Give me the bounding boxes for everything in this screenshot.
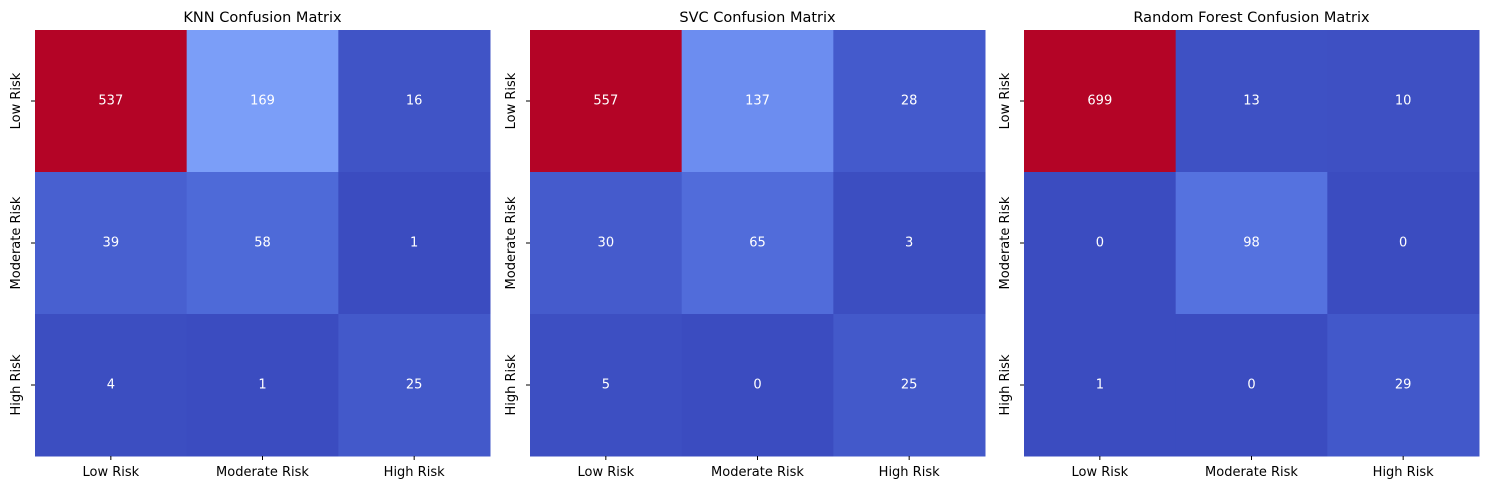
- x-tick-label: Low Risk: [577, 465, 634, 480]
- cell-value-label: 29: [1395, 378, 1412, 393]
- cell-value-label: 5: [602, 378, 610, 393]
- heatmap-panel-2: 557 137 28 30 65 3 5 0 25 SVC Confusion Matrix Low…: [504, 10, 986, 480]
- heatmap-cell: [186, 172, 339, 315]
- cell-value-label: 1: [1096, 378, 1104, 393]
- heatmap-cell: [1327, 30, 1480, 173]
- heatmap-cell: [338, 314, 491, 457]
- cell-value-label: 0: [1247, 378, 1255, 393]
- cell-value-label: 3: [905, 236, 913, 251]
- x-tick-label: Low Risk: [82, 465, 139, 480]
- heatmap-cell: [681, 30, 834, 173]
- heatmap-cell: [833, 314, 986, 457]
- heatmap-cell: [1024, 314, 1177, 457]
- cell-value-label: 169: [250, 94, 275, 109]
- x-tick-label: Moderate Risk: [216, 465, 309, 480]
- y-tick-label: Moderate Risk: [504, 196, 519, 289]
- cell-value-label: 16: [406, 94, 423, 109]
- heatmap-cell: [1327, 172, 1480, 315]
- y-tick-label: High Risk: [504, 354, 519, 415]
- cell-value-label: 557: [593, 94, 618, 109]
- heatmap-panel-1: 537 169 16 39 58 1 4 1 25 KNN Confusion Matrix Low…: [9, 10, 491, 480]
- heatmap-cell: [186, 314, 339, 457]
- cell-value-label: 537: [98, 94, 123, 109]
- cell-value-label: 699: [1087, 94, 1112, 109]
- cell-value-label: 28: [901, 94, 918, 109]
- heatmap-cell: [1327, 314, 1480, 457]
- y-tick-label: Moderate Risk: [998, 196, 1013, 289]
- heatmap-cell: [338, 172, 491, 315]
- heatmap-cell: [35, 172, 188, 315]
- heatmap-cell: [1175, 30, 1328, 173]
- heatmap-cell: [833, 30, 986, 173]
- x-tick-label: High Risk: [879, 465, 940, 480]
- cell-value-label: 4: [107, 378, 115, 393]
- y-tick-label: Moderate Risk: [9, 196, 24, 289]
- chart-title: Random Forest Confusion Matrix: [1133, 10, 1370, 26]
- heatmap-cell: [530, 172, 683, 315]
- cell-value-label: 30: [598, 236, 615, 251]
- y-tick-label: Low Risk: [504, 72, 519, 129]
- y-tick-label: Low Risk: [9, 72, 24, 129]
- heatmap-cell: [186, 30, 339, 173]
- cell-value-label: 58: [254, 236, 271, 251]
- y-tick-label: High Risk: [998, 354, 1013, 415]
- x-tick-label: Low Risk: [1071, 465, 1128, 480]
- y-tick-label: Low Risk: [998, 72, 1013, 129]
- cell-value-label: 65: [749, 236, 766, 251]
- heatmap-cell: [338, 30, 491, 173]
- heatmap-cell: [530, 314, 683, 457]
- cell-value-label: 1: [410, 236, 418, 251]
- cell-value-label: 137: [745, 94, 770, 109]
- chart-title: SVC Confusion Matrix: [679, 10, 836, 26]
- heatmap-cell: [530, 30, 683, 173]
- cell-value-label: 1: [258, 378, 266, 393]
- heatmap-cell: [1024, 30, 1177, 173]
- heatmap-cell: [681, 314, 834, 457]
- y-tick-label: High Risk: [9, 354, 24, 415]
- cell-value-label: 25: [901, 378, 918, 393]
- heatmap-cell: [1175, 172, 1328, 315]
- x-tick-label: High Risk: [384, 465, 445, 480]
- chart-title: KNN Confusion Matrix: [183, 10, 342, 26]
- heatmap-cell: [1175, 314, 1328, 457]
- cell-value-label: 0: [753, 378, 761, 393]
- x-tick-label: Moderate Risk: [1205, 465, 1298, 480]
- heatmap-cell: [833, 172, 986, 315]
- heatmap-cell: [35, 314, 188, 457]
- heatmap-cell: [1024, 172, 1177, 315]
- x-tick-label: High Risk: [1373, 465, 1434, 480]
- cell-value-label: 0: [1096, 236, 1104, 251]
- heatmap-cell: [35, 30, 188, 173]
- cell-value-label: 13: [1243, 94, 1260, 109]
- cell-value-label: 10: [1395, 94, 1412, 109]
- x-tick-label: Moderate Risk: [711, 465, 804, 480]
- cell-value-label: 39: [103, 236, 120, 251]
- cell-value-label: 25: [406, 378, 423, 393]
- cell-value-label: 0: [1399, 236, 1407, 251]
- heatmap-cell: [681, 172, 834, 315]
- cell-value-label: 98: [1243, 236, 1260, 251]
